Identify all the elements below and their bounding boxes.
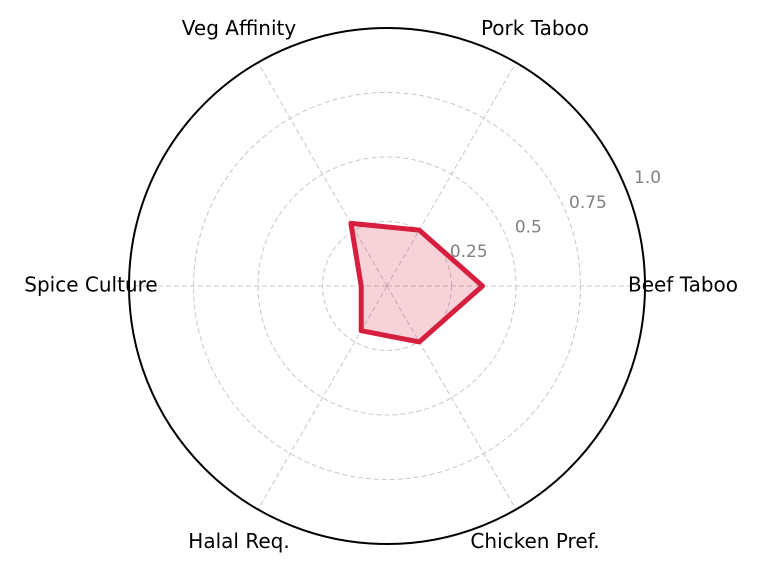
r-tick-label: 1.0 [634, 168, 661, 188]
outer-ring [128, 27, 646, 545]
r-tick-label: 0.5 [515, 217, 542, 237]
category-label: Halal Req. [188, 529, 289, 553]
spoke [257, 62, 388, 287]
r-tick-label: 0.25 [450, 242, 488, 262]
spoke [386, 62, 517, 287]
category-label: Beef Taboo [628, 273, 738, 297]
spoke [257, 285, 388, 510]
category-label: Chicken Pref. [470, 529, 599, 553]
spoke [386, 285, 517, 510]
category-label: Spice Culture [24, 273, 157, 297]
r-tick-label: 0.75 [569, 193, 607, 213]
radar-area [348, 220, 485, 345]
category-label: Veg Affinity [182, 16, 297, 40]
category-label: Pork Taboo [481, 16, 589, 40]
